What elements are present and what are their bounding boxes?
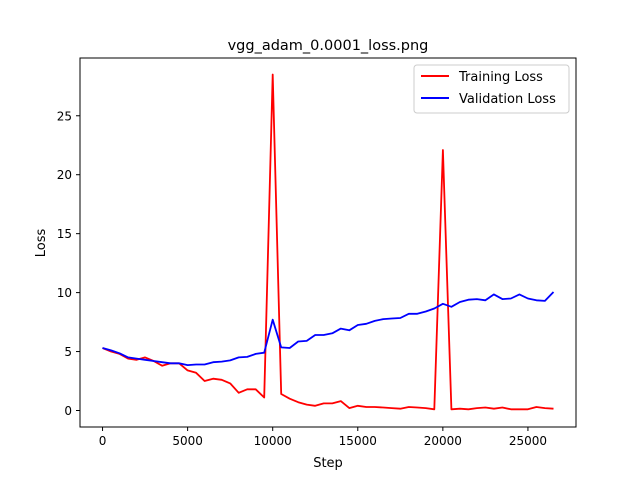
x-axis-label: Step xyxy=(313,456,343,471)
x-axis-ticks: 0 5000 10000 15000 20000 25000 xyxy=(99,427,547,448)
y-axis-ticks: 0 5 10 15 20 25 xyxy=(57,109,80,418)
x-tick-label: 0 xyxy=(99,434,107,448)
y-tick-label: 5 xyxy=(64,345,72,359)
y-tick-label: 20 xyxy=(57,168,72,182)
plot-area-frame xyxy=(79,57,577,428)
legend-label-validation-loss: Validation Loss xyxy=(459,92,556,107)
x-tick-label: 5000 xyxy=(172,434,203,448)
x-tick-label: 20000 xyxy=(424,434,462,448)
chart-title: vgg_adam_0.0001_loss.png xyxy=(228,38,429,54)
y-tick-label: 0 xyxy=(64,404,72,418)
legend: Training Loss Validation Loss xyxy=(413,64,570,114)
y-tick-label: 25 xyxy=(57,109,72,123)
x-tick-label: 10000 xyxy=(254,434,292,448)
series-line-validation-loss xyxy=(102,291,555,366)
x-tick-label: 15000 xyxy=(339,434,377,448)
legend-label-training-loss: Training Loss xyxy=(458,70,543,85)
x-tick-label: 25000 xyxy=(509,434,547,448)
y-tick-label: 10 xyxy=(57,286,72,300)
y-axis-label: Loss xyxy=(34,229,49,258)
y-tick-label: 15 xyxy=(57,227,72,241)
series-lines xyxy=(102,73,555,411)
legend-box xyxy=(413,64,570,114)
